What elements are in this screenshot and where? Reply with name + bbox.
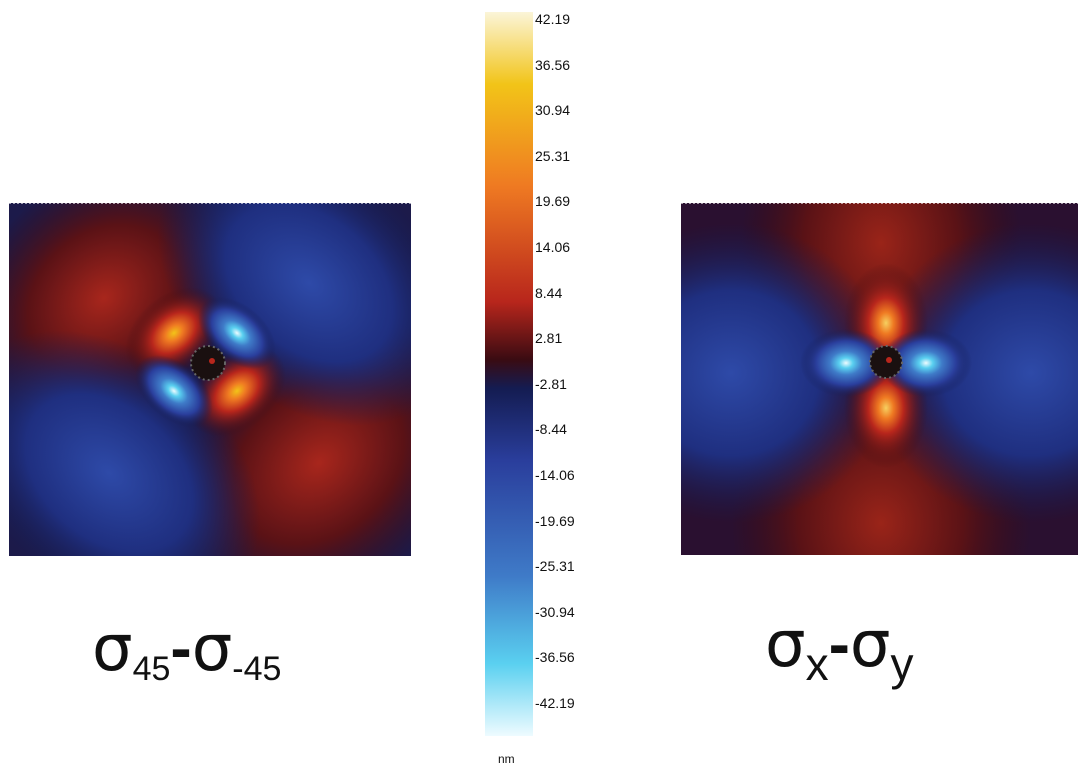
colorbar-tick-label: 30.94: [535, 102, 571, 118]
sigma-symbol: σ: [765, 608, 806, 682]
sigma-symbol: σ: [92, 612, 133, 686]
subscript-x: x: [805, 638, 829, 690]
colorbar-tick-label: 25.31: [535, 148, 571, 164]
colorbar-tick-label: -2.81: [535, 376, 567, 392]
colorbar-tick-label: 14.06: [535, 239, 571, 255]
formula-left: σ45-σ-45: [92, 616, 281, 688]
colorbar-tick-label: 2.81: [535, 330, 563, 346]
formula-right: σx-σy: [765, 612, 913, 690]
subscript-minus-45: -45: [232, 650, 282, 688]
colorbar: [485, 12, 533, 736]
colorbar-tick-label: 36.56: [535, 57, 571, 73]
subscript-45: 45: [132, 650, 171, 688]
colorbar-tick-label: -42.19: [535, 695, 575, 711]
stress-map-left-image: [9, 203, 411, 556]
colorbar-tick-label: 19.69: [535, 193, 571, 209]
colorbar-tick-label: -19.69: [535, 513, 575, 529]
stress-map-right: [681, 203, 1078, 555]
colorbar-tick-label: 8.44: [535, 285, 563, 301]
top-edge: [9, 203, 411, 204]
stress-map-right-image: [681, 203, 1078, 555]
colorbar-tick-label: -25.31: [535, 558, 575, 574]
top-edge: [681, 203, 1078, 204]
colorbar-tick-label: -8.44: [535, 421, 567, 437]
colorbar-tick-label: -30.94: [535, 604, 575, 620]
subscript-y: y: [890, 638, 914, 690]
minus-sign: -: [170, 612, 192, 684]
sigma-symbol: σ: [849, 608, 891, 682]
stress-map-left: [9, 203, 411, 556]
colorbar-tick-label: -36.56: [535, 649, 575, 665]
sigma-symbol: σ: [191, 612, 233, 686]
colorbar-tick-label: -14.06: [535, 467, 575, 483]
minus-sign: -: [828, 608, 850, 680]
colorbar-unit-label: nm: [498, 752, 515, 766]
colorbar-tick-label: 42.19: [535, 11, 571, 27]
